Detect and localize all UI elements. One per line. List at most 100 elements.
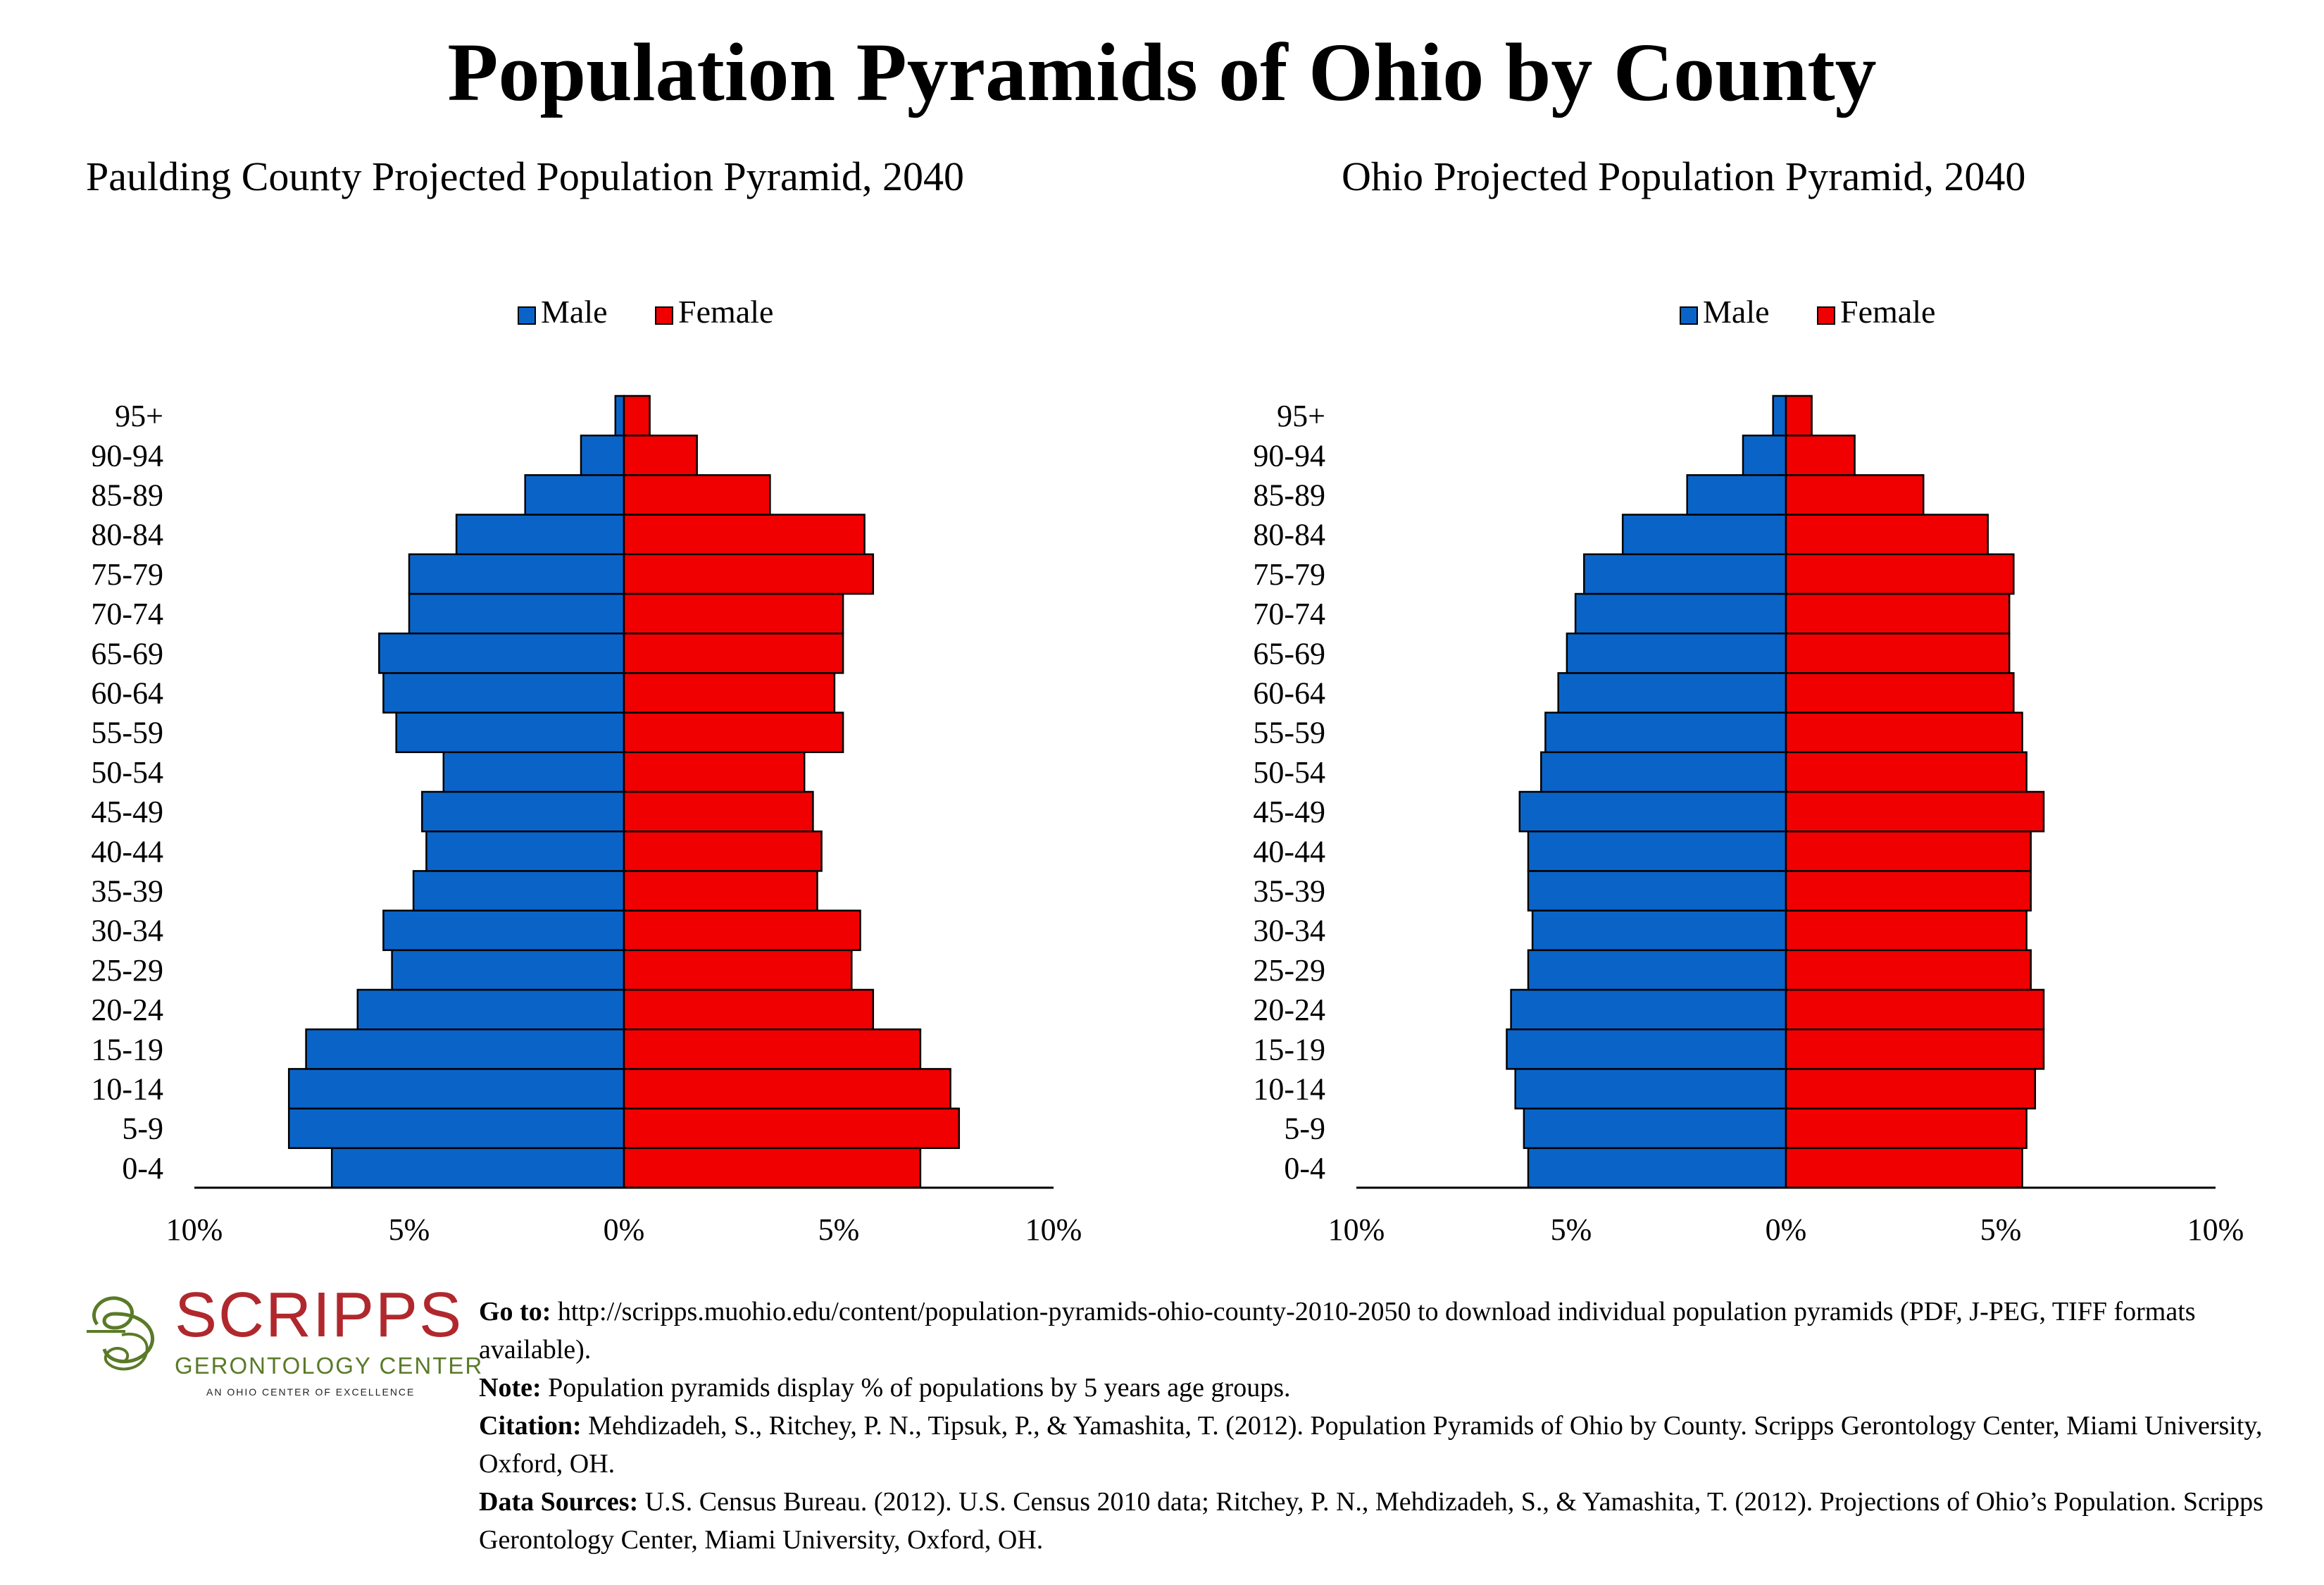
bar-female-90-94 xyxy=(1785,434,1856,476)
sources-label: Data Sources: xyxy=(479,1487,639,1517)
age-label: 95+ xyxy=(1277,399,1325,433)
bar-female-45-49 xyxy=(623,790,814,833)
age-label: 90-94 xyxy=(1253,438,1325,473)
bar-female-60-64 xyxy=(1785,672,2015,714)
age-label: 60-64 xyxy=(1253,676,1325,711)
bar-male-20-24 xyxy=(1510,988,1787,1031)
x-tick-label: 10% xyxy=(2187,1212,2244,1247)
bar-male-25-29 xyxy=(1527,949,1787,991)
bar-female-10-14 xyxy=(1785,1068,2037,1110)
bar-male-50-54 xyxy=(1540,751,1787,793)
bar-female-50-54 xyxy=(623,751,806,793)
bar-female-90-94 xyxy=(623,434,698,476)
bar-female-0-4 xyxy=(623,1147,922,1189)
bar-male-90-94 xyxy=(580,434,625,476)
age-label: 5-9 xyxy=(1284,1112,1325,1146)
subplot-title: Paulding County Projected Population Pyr… xyxy=(86,154,964,199)
bar-female-55-59 xyxy=(1785,711,2023,754)
bar-female-55-59 xyxy=(623,711,844,754)
bar-male-40-44 xyxy=(425,830,625,872)
bar-male-95+ xyxy=(614,394,625,437)
legend-label-male: Male xyxy=(1703,294,1770,330)
x-tick-label: 0% xyxy=(604,1212,645,1247)
subplot-title: Ohio Projected Population Pyramid, 2040 xyxy=(1342,154,2025,199)
age-label: 25-29 xyxy=(1253,953,1325,988)
age-label: 50-54 xyxy=(91,755,163,790)
bar-male-90-94 xyxy=(1742,434,1787,476)
bar-female-95+ xyxy=(1785,394,1813,437)
bar-male-70-74 xyxy=(1574,592,1787,635)
bar-male-35-39 xyxy=(412,870,625,912)
sources-note: Data Sources: U.S. Census Bureau. (2012)… xyxy=(479,1483,2310,1559)
bar-male-85-89 xyxy=(524,474,625,516)
ohio-pyramid-chart: Ohio Projected Population Pyramid, 2040 M… xyxy=(1253,154,2244,1247)
age-label: 60-64 xyxy=(91,676,163,711)
x-tick-label: 5% xyxy=(1551,1212,1592,1247)
bar-female-75-79 xyxy=(623,553,875,595)
bar-male-40-44 xyxy=(1527,830,1787,872)
bar-male-65-69 xyxy=(378,632,625,674)
age-label: 0-4 xyxy=(122,1151,163,1186)
bar-male-15-19 xyxy=(305,1028,625,1070)
bar-male-80-84 xyxy=(455,514,625,556)
age-label: 10-14 xyxy=(91,1072,163,1107)
bar-female-65-69 xyxy=(1785,632,2011,674)
bar-male-35-39 xyxy=(1527,870,1787,912)
age-label: 20-24 xyxy=(91,993,163,1027)
bar-male-45-49 xyxy=(421,790,625,833)
bar-female-60-64 xyxy=(623,672,836,714)
scripps-logo: SCRIPPS GERONTOLOGY CENTER AN OHIO CENTE… xyxy=(83,1282,482,1409)
bar-female-20-24 xyxy=(623,988,875,1031)
bar-female-30-34 xyxy=(1785,909,2028,952)
bar-male-50-54 xyxy=(442,751,625,793)
footer-notes: Go to: http://scripps.muohio.edu/content… xyxy=(479,1293,2310,1559)
age-label: 50-54 xyxy=(1253,755,1325,790)
bar-female-45-49 xyxy=(1785,790,2045,833)
bar-male-30-34 xyxy=(1531,909,1787,952)
bar-male-15-19 xyxy=(1506,1028,1787,1070)
legend-label-male: Male xyxy=(541,294,608,330)
x-tick-label: 10% xyxy=(166,1212,223,1247)
goto-text: http://scripps.muohio.edu/content/popula… xyxy=(479,1297,2196,1365)
bar-female-15-19 xyxy=(1785,1028,2045,1070)
bar-male-30-34 xyxy=(382,909,625,952)
age-label: 80-84 xyxy=(1253,518,1325,552)
bar-male-70-74 xyxy=(408,592,625,635)
bar-female-70-74 xyxy=(1785,592,2011,635)
sources-text: U.S. Census Bureau. (2012). U.S. Census … xyxy=(479,1487,2263,1555)
bar-female-5-9 xyxy=(623,1107,961,1150)
bar-male-85-89 xyxy=(1686,474,1787,516)
age-label: 35-39 xyxy=(91,874,163,909)
x-tick-label: 10% xyxy=(1025,1212,1082,1247)
x-tick-label: 5% xyxy=(818,1212,860,1247)
bar-male-75-79 xyxy=(1583,553,1787,595)
age-label: 55-59 xyxy=(91,716,163,750)
bar-male-10-14 xyxy=(287,1068,625,1110)
bar-female-85-89 xyxy=(1785,474,1925,516)
bar-male-5-9 xyxy=(287,1107,625,1150)
x-tick-label: 5% xyxy=(389,1212,430,1247)
age-label: 75-79 xyxy=(91,557,163,592)
bar-female-40-44 xyxy=(623,830,823,872)
legend-label-female: Female xyxy=(678,294,773,330)
age-label: 0-4 xyxy=(1284,1151,1325,1186)
goto-label: Go to: xyxy=(479,1297,551,1326)
bar-female-35-39 xyxy=(623,870,818,912)
bar-female-5-9 xyxy=(1785,1107,2028,1150)
legend-swatch-female xyxy=(1817,306,1835,325)
age-label: 65-69 xyxy=(1253,636,1325,671)
age-label: 20-24 xyxy=(1253,993,1325,1027)
bar-male-55-59 xyxy=(395,711,625,754)
bar-male-55-59 xyxy=(1544,711,1787,754)
bar-female-15-19 xyxy=(623,1028,922,1070)
bar-female-25-29 xyxy=(1785,949,2032,991)
age-label: 65-69 xyxy=(91,636,163,671)
bar-male-20-24 xyxy=(356,988,625,1031)
logo-tagline: AN OHIO CENTER OF EXCELLENCE xyxy=(206,1386,416,1398)
age-label: 95+ xyxy=(115,399,163,433)
bar-female-50-54 xyxy=(1785,751,2028,793)
bar-female-80-84 xyxy=(623,514,866,556)
legend-swatch-female xyxy=(655,306,673,325)
bar-male-0-4 xyxy=(1527,1147,1787,1189)
age-label: 45-49 xyxy=(91,795,163,829)
